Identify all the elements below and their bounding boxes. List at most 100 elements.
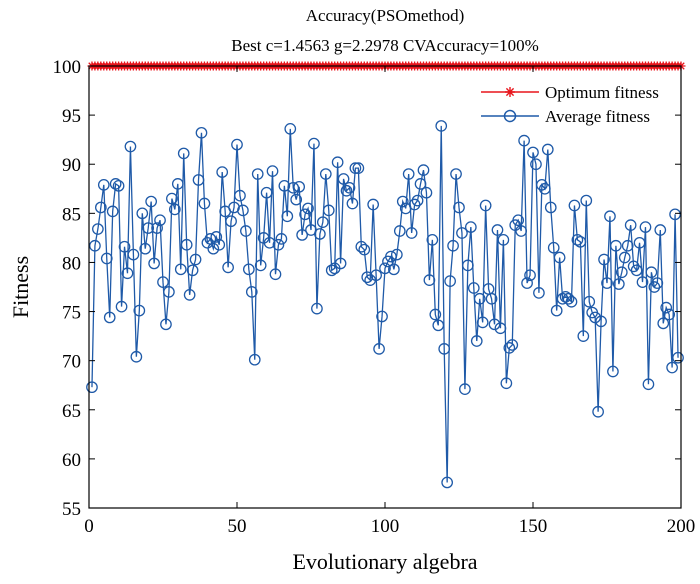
point-average-fitness (180, 238, 193, 251)
point-average-fitness (408, 198, 421, 211)
point-average-fitness (506, 339, 519, 351)
y-tick-label: 100 (53, 57, 82, 78)
point-average-fitness (299, 208, 311, 221)
y-tick-label: 65 (62, 401, 81, 422)
point-average-fitness (275, 233, 288, 245)
point-average-fitness (103, 311, 116, 324)
point-average-fitness (420, 186, 433, 199)
point-average-fitness (186, 264, 199, 277)
point-average-fitness (388, 263, 400, 276)
series-line-average-fitness (91, 125, 679, 483)
point-average-fitness (571, 234, 584, 246)
point-average-fitness (491, 224, 504, 236)
point-average-fitness (651, 277, 664, 289)
point-average-fitness (133, 304, 146, 317)
point-average-fitness (210, 231, 223, 243)
point-average-fitness (627, 260, 640, 273)
point-average-fitness (145, 195, 158, 208)
x-tick-label: 100 (371, 516, 400, 537)
point-average-fitness (456, 227, 468, 239)
point-average-fitness (524, 269, 536, 282)
point-average-fitness (414, 178, 427, 190)
point-average-fitness (669, 208, 681, 221)
y-tick-label: 55 (62, 499, 81, 520)
point-average-fitness (269, 268, 282, 281)
point-average-fitness (648, 281, 661, 293)
point-average-fitness (160, 318, 172, 331)
point-average-fitness (109, 178, 122, 190)
point-average-fitness (127, 248, 140, 261)
point-average-fitness (151, 222, 163, 234)
point-average-fitness (473, 292, 486, 305)
point-average-fitness (423, 274, 436, 286)
point-average-fitness (547, 241, 560, 254)
point-average-fitness (494, 322, 507, 335)
point-average-fitness (251, 168, 264, 180)
legend-circle-icon (503, 109, 517, 123)
point-average-fitness (112, 179, 125, 192)
legend-label-average: Average fitness (545, 107, 650, 126)
point-average-fitness (240, 225, 252, 237)
point-average-fitness (139, 242, 152, 255)
point-average-fitness (263, 236, 276, 249)
point-average-fitness (630, 264, 643, 277)
point-average-fitness (254, 259, 267, 272)
point-average-fitness (130, 350, 143, 363)
point-average-fitness (497, 234, 510, 246)
point-average-fitness (621, 239, 634, 252)
point-average-fitness (485, 292, 498, 305)
point-average-fitness (521, 277, 533, 289)
point-average-fitness (657, 317, 670, 330)
point-average-fitness (453, 201, 465, 214)
x-axis-label: Evolutionary algebra (292, 549, 477, 574)
point-average-fitness (550, 304, 563, 317)
y-tick-label: 70 (62, 352, 81, 373)
y-tick-label: 80 (62, 253, 81, 274)
point-average-fitness (189, 253, 202, 266)
point-average-fitness (157, 276, 169, 288)
legend-star-icon (505, 87, 515, 97)
point-average-fitness (470, 335, 483, 347)
point-average-fitness (287, 181, 300, 194)
point-average-fitness (544, 201, 557, 214)
point-average-fitness (352, 162, 365, 175)
point-average-fitness (435, 120, 448, 132)
point-average-fitness (319, 168, 332, 180)
legend-box (475, 78, 675, 128)
point-average-fitness (654, 224, 667, 236)
point-average-fitness (666, 361, 678, 374)
legend-star-mark (505, 87, 515, 97)
point-average-fitness (462, 259, 474, 272)
point-average-fitness (124, 140, 137, 153)
point-average-fitness (284, 123, 297, 135)
point-average-fitness (86, 381, 98, 394)
point-average-fitness (450, 168, 462, 180)
point-average-fitness (592, 405, 604, 418)
point-average-fitness (411, 194, 424, 207)
point-average-fitness (154, 214, 166, 227)
point-average-fitness (444, 275, 456, 287)
point-average-fitness (367, 198, 380, 211)
point-average-fitness (121, 267, 134, 280)
point-average-fitness (610, 239, 622, 252)
point-average-fitness (293, 180, 306, 193)
point-average-fitness (562, 292, 575, 305)
point-average-fitness (598, 253, 610, 266)
point-average-fitness (266, 165, 279, 177)
point-average-fitness (464, 221, 477, 233)
point-average-fitness (541, 143, 554, 156)
point-average-fitness (663, 308, 676, 321)
point-average-fitness (672, 351, 684, 364)
plot-frame (88, 65, 682, 509)
point-average-fitness (260, 186, 273, 199)
point-average-fitness (201, 236, 214, 249)
point-average-fitness (94, 201, 107, 214)
point-average-fitness (429, 308, 442, 321)
point-average-fitness (639, 221, 652, 233)
point-average-fitness (337, 173, 350, 185)
point-average-fitness (302, 202, 314, 215)
chart-subtitle: Best c=1.4563 g=2.2978 CVAccuracy=100% (231, 36, 539, 55)
point-average-fitness (278, 179, 291, 192)
point-average-fitness (426, 234, 439, 246)
point-average-fitness (503, 342, 516, 354)
